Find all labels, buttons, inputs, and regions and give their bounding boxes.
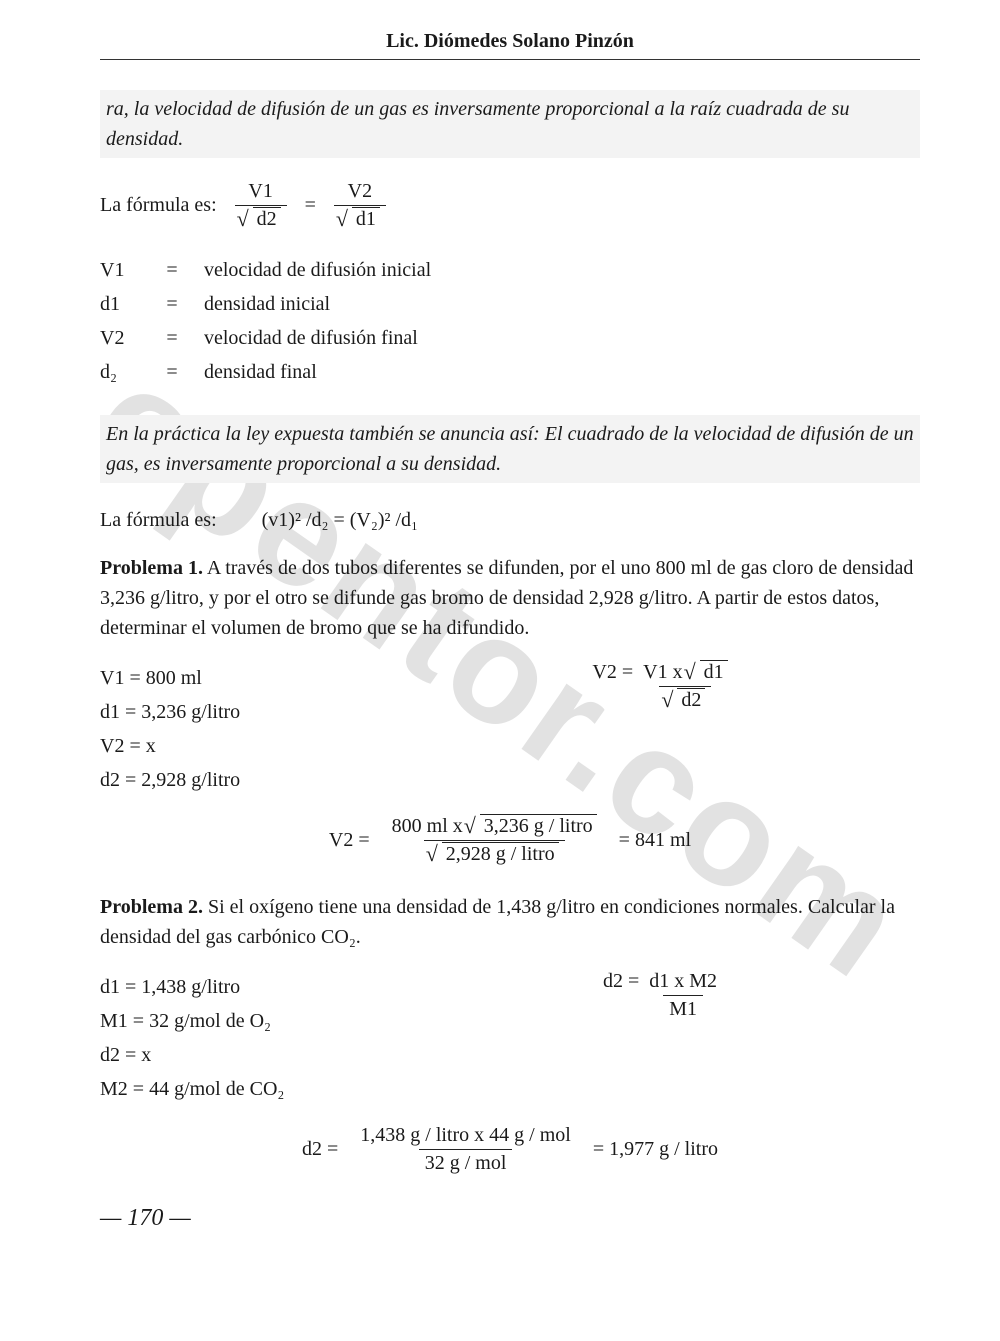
p1-f2-den-sqrt: 2,928 g / litro — [442, 842, 559, 865]
p2-f1-frac: d1 x M2 M1 — [643, 970, 723, 1021]
given-line: M1 = 32 g/mol de O₂ — [100, 1004, 360, 1038]
problem1-title: Problema 1. — [100, 557, 203, 579]
def-text: densidad inicial — [204, 287, 330, 321]
p1-f2-num: 800 ml x 3,236 g / litro — [386, 815, 603, 840]
highlight-2: En la práctica la ley expuesta también s… — [100, 415, 920, 483]
def-eq: = — [162, 321, 182, 355]
p1-f1-frac: V1 x d1 d2 — [637, 661, 733, 712]
page-header: Lic. Diómedes Solano Pinzón — [100, 30, 920, 60]
p1-f2-lhs: V2 = — [329, 829, 370, 852]
problem2-result-formula: d2 = 1,438 g / litro x 44 g / mol 32 g /… — [100, 1124, 920, 1175]
problem2-work: d1 = 1,438 g/litro M1 = 32 g/mol de O₂ d… — [100, 970, 920, 1106]
p1-f1-num: V1 x d1 — [637, 661, 733, 686]
frac1-den-sqrt: d2 — [253, 207, 281, 230]
frac2-den: d1 — [334, 205, 386, 231]
given-line: V2 = x — [100, 729, 360, 763]
def-text: densidad final — [204, 355, 317, 389]
formula2-label: La fórmula es: — [100, 509, 217, 531]
def-text: velocidad de difusión final — [204, 321, 418, 355]
p2-f1-lhs: d2 = — [603, 970, 639, 993]
given-line: V1 = 800 ml — [100, 661, 360, 695]
problem1-formula-v2: V2 = V1 x d1 d2 — [410, 661, 920, 797]
p1-f2-den: 2,928 g / litro — [424, 840, 565, 866]
def-row: V2 = velocidad de difusión final — [100, 321, 920, 355]
def-text: velocidad de difusión inicial — [204, 253, 431, 287]
p2-f2-num: 1,438 g / litro x 44 g / mol — [354, 1124, 577, 1149]
def-eq: = — [162, 253, 182, 287]
formula-2-row: La fórmula es: (v1)² /d₂ = (V₂)² /d₁ — [100, 505, 920, 535]
def-row: V1 = velocidad de difusión inicial — [100, 253, 920, 287]
problem-2: Problema 2. Si el oxígeno tiene una dens… — [100, 892, 920, 952]
page-number: — 170 — — [100, 1205, 920, 1232]
given-line: d2 = x — [100, 1038, 360, 1072]
problem2-title: Problema 2. — [100, 896, 203, 918]
given-line: d1 = 1,438 g/litro — [100, 970, 360, 1004]
problem1-text: A través de dos tubos diferentes se difu… — [100, 557, 913, 639]
p1-f1-lhs: V2 = — [592, 661, 633, 684]
given-line: d2 = 2,928 g/litro — [100, 763, 360, 797]
p2-f2-lhs: d2 = — [302, 1138, 338, 1161]
def-eq: = — [162, 355, 182, 389]
given-line: M2 = 44 g/mol de CO₂ — [100, 1072, 360, 1106]
problem1-result-formula: V2 = 800 ml x 3,236 g / litro 2,928 g / … — [100, 815, 920, 866]
frac2-num: V2 — [342, 180, 378, 205]
p1-f2-num-sqrt: 3,236 g / litro — [480, 814, 597, 837]
intro-highlight: ra, la velocidad de difusión de un gas e… — [100, 90, 920, 158]
p1-f2-num-a: 800 ml x — [392, 815, 468, 837]
p1-f1-den: d2 — [659, 686, 711, 712]
formula-label: La fórmula es: — [100, 194, 217, 217]
def-sym: d1 — [100, 287, 140, 321]
frac1-num: V1 — [242, 180, 278, 205]
p2-f1-num: d1 x M2 — [643, 970, 723, 995]
p1-f2-frac: 800 ml x 3,236 g / litro 2,928 g / litro — [386, 815, 603, 866]
def-sym: V2 — [100, 321, 140, 355]
problem2-formula-d2: d2 = d1 x M2 M1 — [410, 970, 920, 1106]
problem-1: Problema 1. A través de dos tubos difere… — [100, 553, 920, 643]
formula-1: La fórmula es: V1 d2 = V2 d1 — [100, 180, 920, 231]
fraction-1: V1 d2 — [235, 180, 287, 231]
def-row: d₂ = densidad final — [100, 355, 920, 389]
p1-f2-result: = 841 ml — [619, 829, 691, 852]
problem1-givens: V1 = 800 ml d1 = 3,236 g/litro V2 = x d2… — [100, 661, 360, 797]
problem2-givens: d1 = 1,438 g/litro M1 = 32 g/mol de O₂ d… — [100, 970, 360, 1106]
fraction-2: V2 d1 — [334, 180, 386, 231]
def-eq: = — [162, 287, 182, 321]
page-content: Lic. Diómedes Solano Pinzón ra, la veloc… — [0, 0, 1000, 1262]
p1-f1-num-text: V1 x — [643, 661, 687, 683]
p2-f2-frac: 1,438 g / litro x 44 g / mol 32 g / mol — [354, 1124, 577, 1175]
def-row: d1 = densidad inicial — [100, 287, 920, 321]
p2-f2-result: = 1,977 g / litro — [593, 1138, 718, 1161]
given-line: d1 = 3,236 g/litro — [100, 695, 360, 729]
p1-f1-num-sqrt: d1 — [700, 660, 728, 683]
frac2-den-sqrt: d1 — [352, 207, 380, 230]
definitions-table: V1 = velocidad de difusión inicial d1 = dens… — [100, 253, 920, 389]
def-sym: V1 — [100, 253, 140, 287]
problem2-text: Si el oxígeno tiene una densidad de 1,43… — [100, 896, 895, 948]
equals-sign: = — [305, 194, 316, 217]
p1-f1-den-sqrt: d2 — [677, 688, 705, 711]
p2-f2-den: 32 g / mol — [419, 1149, 513, 1175]
formula2-expr: (v1)² /d₂ = (V₂)² /d₁ — [262, 509, 418, 531]
problem1-work: V1 = 800 ml d1 = 3,236 g/litro V2 = x d2… — [100, 661, 920, 797]
frac1-den: d2 — [235, 205, 287, 231]
p2-f1-den: M1 — [663, 995, 703, 1021]
def-sym: d₂ — [100, 355, 140, 389]
